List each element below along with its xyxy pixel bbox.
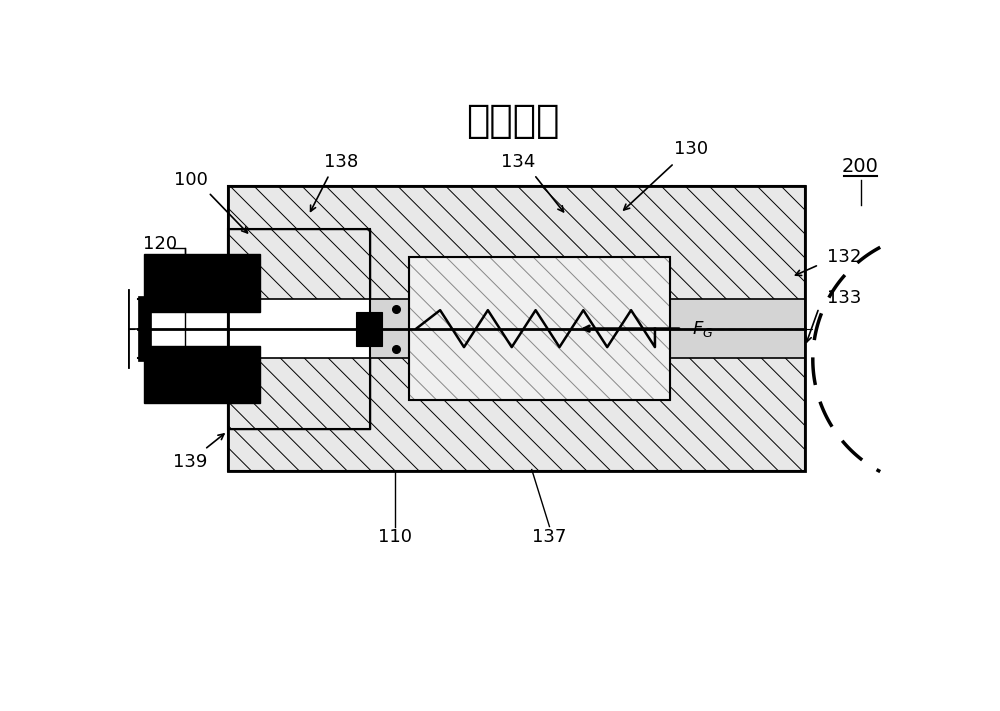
Bar xyxy=(144,254,260,311)
Text: $F_G$: $F_G$ xyxy=(692,319,713,338)
Text: 130: 130 xyxy=(674,140,708,159)
Text: 110: 110 xyxy=(378,528,412,545)
Bar xyxy=(228,299,370,358)
Bar xyxy=(370,299,805,358)
Bar xyxy=(144,346,260,403)
Bar xyxy=(138,296,151,361)
Text: 139: 139 xyxy=(173,453,208,471)
Text: 100: 100 xyxy=(174,171,208,189)
Text: 第二状态: 第二状态 xyxy=(466,102,559,140)
Text: 138: 138 xyxy=(324,153,359,171)
Bar xyxy=(356,311,382,346)
Text: 132: 132 xyxy=(827,248,861,266)
Text: 134: 134 xyxy=(501,153,536,171)
Bar xyxy=(228,228,370,429)
Text: 120: 120 xyxy=(143,235,177,253)
Bar xyxy=(228,186,805,471)
Text: 133: 133 xyxy=(827,289,861,307)
Bar xyxy=(228,228,370,429)
Text: 137: 137 xyxy=(532,528,567,545)
Text: 200: 200 xyxy=(842,157,879,176)
Bar xyxy=(228,186,805,471)
Bar xyxy=(409,257,670,400)
Bar xyxy=(409,257,670,400)
